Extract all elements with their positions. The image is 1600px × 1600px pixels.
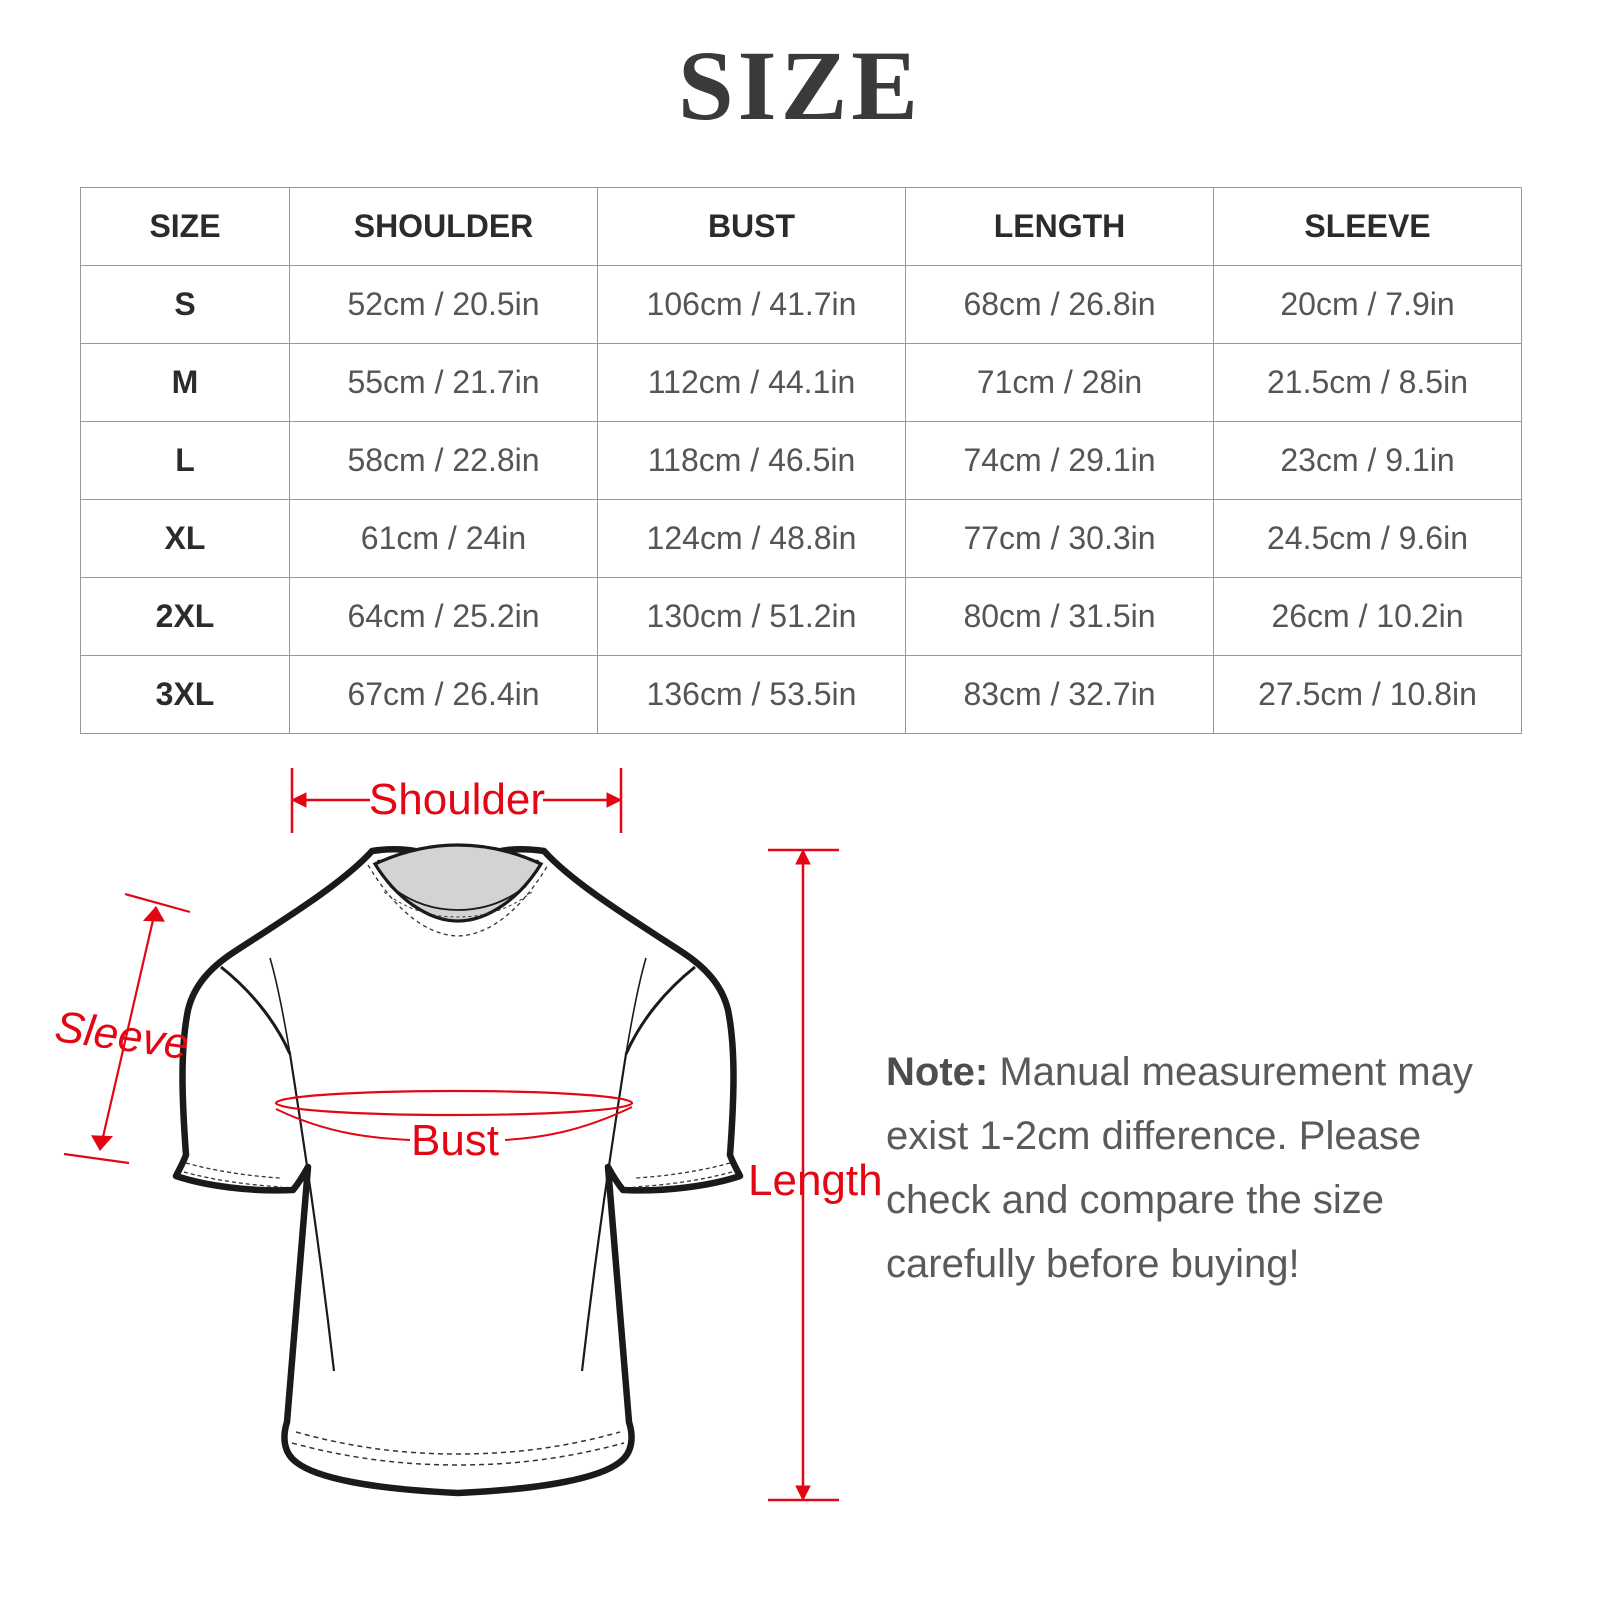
svg-text:Shoulder: Shoulder [369, 775, 545, 824]
svg-text:Length: Length [748, 1156, 883, 1205]
svg-text:Sleeve: Sleeve [52, 1002, 192, 1069]
svg-text:Bust: Bust [411, 1116, 499, 1165]
